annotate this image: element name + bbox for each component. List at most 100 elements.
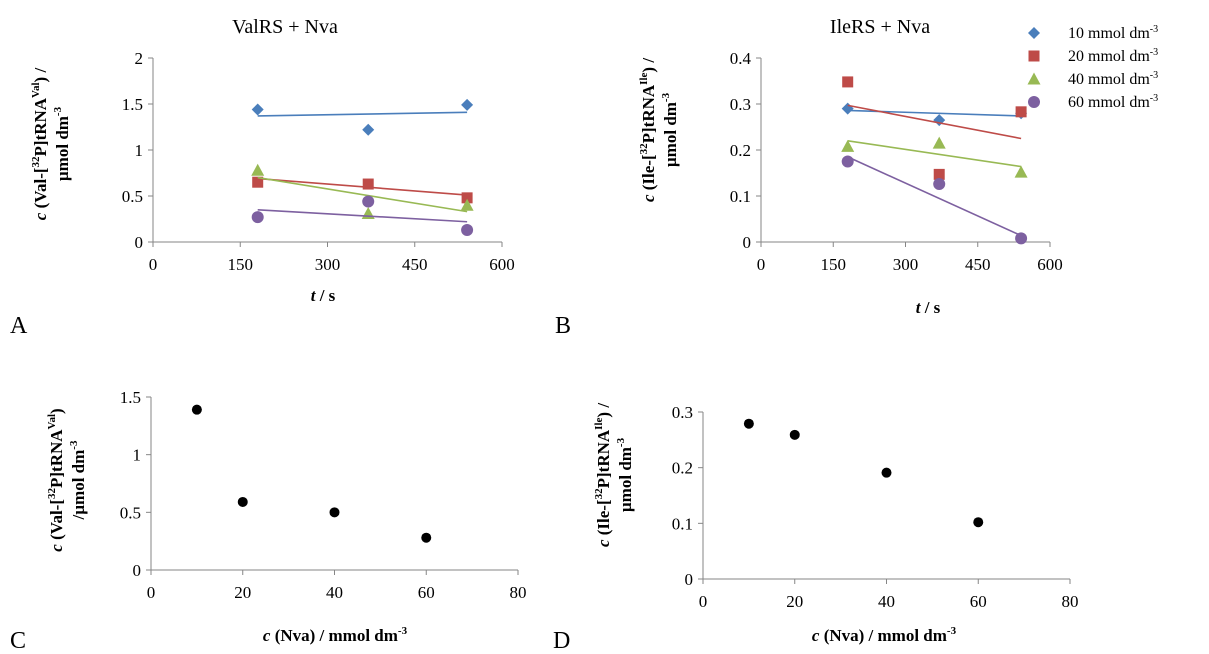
- panel-c-y-tick-label: 1.5: [120, 388, 141, 407]
- panel-c-x-tick-label: 0: [147, 583, 156, 602]
- panel-a-x-tick-label: 0: [149, 255, 158, 274]
- legend-marker-20mm: [1028, 50, 1040, 62]
- panel-b-point-40mm: [932, 136, 946, 149]
- panel-c-x-tick-label: 40: [326, 583, 343, 602]
- svg-text:c (Ile-[32P]tRNAIle) /: c (Ile-[32P]tRNAIle) /: [593, 403, 613, 547]
- panel-b-x-tick-label: 150: [821, 255, 847, 274]
- panel-a-trendline-10mm: [257, 111, 468, 117]
- panel-b-x-axis-title: t / s: [916, 298, 941, 317]
- panel-b-point-20mm: [933, 168, 945, 180]
- panel-b-y-tick-label: 0.1: [730, 187, 751, 206]
- panel-a-point-20mm: [461, 192, 473, 204]
- panel-a-point-10mm: [251, 103, 264, 116]
- panel-a-x-tick-label: 150: [228, 255, 254, 274]
- panel-a-x-axis-title: t / s: [311, 286, 336, 305]
- panel-d-point-data: [789, 429, 800, 440]
- panel-a-y-tick-label: 0: [135, 233, 144, 252]
- panel-b-title: IleRS + Nva: [830, 16, 930, 38]
- panel-a-trendline-40mm: [257, 176, 468, 213]
- panel-a-point-40mm: [251, 163, 265, 176]
- panel-b-trendline-20mm: [847, 104, 1022, 140]
- panel-a-point-40mm: [460, 198, 474, 211]
- panel-b-point-60mm: [1015, 232, 1028, 245]
- panel-a-point-20mm: [362, 178, 374, 190]
- panel-a-y-axis-title: c (Val-[32P]tRNAVal) / µmol dm-3: [30, 68, 72, 221]
- panel-a-point-60mm: [251, 211, 264, 224]
- panel-b-x-tick-label: 300: [893, 255, 919, 274]
- panel-a-trendline-60mm: [257, 209, 468, 223]
- panel-a-x-tick-label: 300: [315, 255, 341, 274]
- panel-c-point-data: [421, 532, 432, 543]
- panel-d-y-tick-label: 0.1: [672, 514, 693, 533]
- panel-a-point-20mm: [252, 176, 264, 188]
- chart-panel-a: 0 150 300 450 600 0 0.5 1 1.5 2: [122, 49, 515, 274]
- panel-d-label: D: [553, 628, 570, 654]
- panel-d-point-data: [881, 467, 892, 478]
- panel-b-y-tick-label: 0.4: [730, 49, 752, 68]
- panel-b-point-40mm: [841, 139, 855, 152]
- panel-c-label: C: [10, 628, 26, 654]
- chart-panel-d: 0 20 40 60 80 0 0.1 0.2 0.3: [672, 403, 1079, 611]
- panel-c-y-tick-label: 0.5: [120, 503, 141, 522]
- panel-b-x-tick-label: 600: [1037, 255, 1063, 274]
- panel-a-title: ValRS + Nva: [232, 16, 338, 38]
- panel-c-point-data: [237, 496, 248, 507]
- panel-a-y-tick-label: 0.5: [122, 187, 143, 206]
- panel-c-y-axis-title: c (Val-[32P]tRNAVal) /µmol dm-3: [46, 408, 88, 551]
- panel-d-x-tick-label: 20: [786, 592, 803, 611]
- panel-c-y-tick-label: 1: [133, 446, 142, 465]
- legend-label-40mm: 40 mmol dm-3: [1068, 70, 1158, 88]
- svg-text:c (Val-[32P]tRNAVal) /: c (Val-[32P]tRNAVal) /: [30, 68, 50, 221]
- panel-d-x-tick-label: 0: [699, 592, 708, 611]
- legend-marker-60mm: [1028, 96, 1040, 108]
- panel-d-y-tick-label: 0: [685, 570, 694, 589]
- legend-marker-40mm: [1027, 72, 1041, 85]
- svg-text:c (Val-[32P]tRNAVal): c (Val-[32P]tRNAVal): [46, 408, 66, 551]
- panel-d-x-tick-label: 60: [970, 592, 987, 611]
- panel-a-point-10mm: [362, 123, 375, 136]
- panel-b-y-tick-label: 0: [743, 233, 752, 252]
- panel-a-trendline-20mm: [257, 177, 468, 196]
- panel-d-y-tick-label: 0.3: [672, 403, 693, 422]
- panel-d-x-tick-label: 40: [878, 592, 895, 611]
- panel-c-y-tick-label: 0: [133, 561, 142, 580]
- panel-b-y-tick-label: 0.2: [730, 141, 751, 160]
- panel-a-y-tick-label: 2: [135, 49, 144, 68]
- panel-a-y-tick-label: 1: [135, 141, 144, 160]
- panel-b-y-tick-label: 0.3: [730, 95, 751, 114]
- panel-a-point-10mm: [461, 98, 474, 111]
- panel-c-x-tick-label: 20: [234, 583, 251, 602]
- panel-b-x-tick-label: 0: [757, 255, 766, 274]
- panel-d-x-axis-title: c (Nva) / mmol dm-3: [812, 625, 957, 645]
- panel-b-trendline-10mm: [847, 109, 1022, 117]
- panel-a-point-60mm: [362, 195, 375, 208]
- panel-b-label: B: [555, 313, 571, 339]
- svg-text:/µmol dm-3: /µmol dm-3: [68, 440, 88, 520]
- panel-a-y-tick-label: 1.5: [122, 95, 143, 114]
- panel-d-point-data: [973, 517, 984, 528]
- panel-c-x-tick-label: 60: [418, 583, 435, 602]
- panel-b-point-20mm: [842, 76, 854, 88]
- chart-panel-c: 0 20 40 60 80 0 0.5 1 1.5: [120, 388, 527, 602]
- panel-c-x-axis-title: c (Nva) / mmol dm-3: [263, 625, 408, 645]
- panel-a-point-60mm: [461, 224, 474, 237]
- svg-text:µmol dm-3: µmol dm-3: [660, 92, 680, 167]
- chart-panel-b: 0 150 300 450 600 0 0.1 0.2 0.3 0.4: [730, 49, 1063, 274]
- panel-d-x-tick-label: 80: [1062, 592, 1079, 611]
- panel-a-point-40mm: [361, 206, 375, 219]
- svg-text:µmol dm-3: µmol dm-3: [52, 106, 72, 181]
- panel-a-label: A: [10, 313, 28, 339]
- panel-b-point-60mm: [933, 178, 946, 191]
- svg-text:c (Ile-[32P]tRNAIle) /: c (Ile-[32P]tRNAIle) /: [638, 58, 658, 202]
- panel-b-point-40mm: [1014, 165, 1028, 178]
- panel-d-y-tick-label: 0.2: [672, 459, 693, 478]
- panel-b-point-20mm: [1015, 106, 1027, 118]
- svg-text:µmol dm-3: µmol dm-3: [615, 437, 635, 512]
- legend-label-20mm: 20 mmol dm-3: [1068, 47, 1158, 65]
- panel-b-point-60mm: [841, 155, 854, 168]
- panel-a-x-tick-label: 450: [402, 255, 428, 274]
- legend-marker-10mm: [1028, 27, 1040, 39]
- panel-a-x-tick-label: 600: [489, 255, 515, 274]
- panel-b-trendline-60mm: [847, 156, 1022, 237]
